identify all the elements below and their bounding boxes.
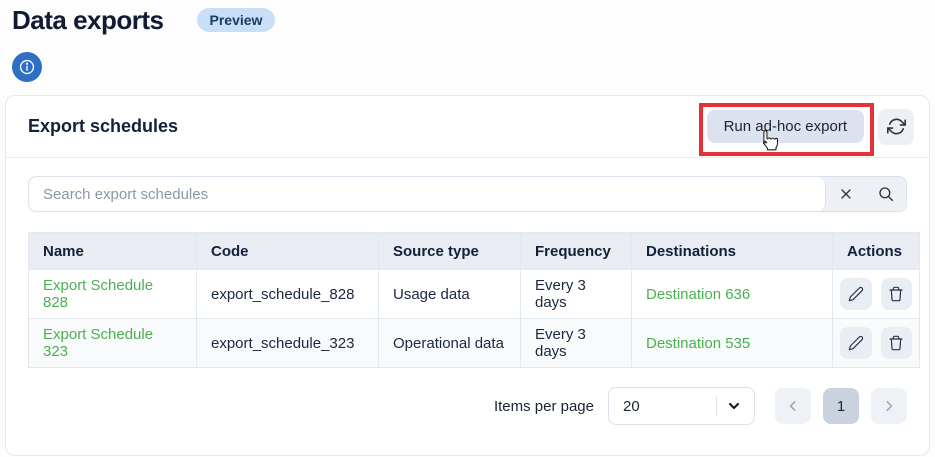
delete-button[interactable]: [880, 327, 912, 359]
refresh-button[interactable]: [878, 108, 914, 145]
table-header-row: Name Code Source type Frequency Destinat…: [28, 232, 920, 270]
pagination: Items per page 20 1: [28, 387, 907, 425]
schedule-frequency: Every 3 days: [520, 269, 632, 319]
card-header: Export schedules Run ad-hoc export: [6, 96, 929, 158]
search-input[interactable]: [29, 177, 826, 211]
schedule-frequency: Every 3 days: [520, 318, 632, 368]
page-1-button[interactable]: 1: [823, 388, 859, 424]
trash-icon: [888, 335, 904, 351]
search-icon: [877, 185, 895, 203]
search-bar: [28, 176, 907, 212]
schedule-source-type: Operational data: [378, 318, 521, 368]
schedule-code: export_schedule_323: [196, 318, 379, 368]
table-row: Export Schedule 828 export_schedule_828 …: [28, 269, 920, 319]
previous-page-button[interactable]: [775, 388, 811, 424]
export-schedules-card: Export schedules Run ad-hoc export: [5, 95, 930, 456]
schedule-code: export_schedule_828: [196, 269, 379, 319]
column-header-frequency: Frequency: [520, 232, 632, 270]
close-icon: [838, 186, 854, 202]
delete-button[interactable]: [880, 278, 912, 310]
items-per-page-value: 20: [623, 397, 640, 415]
header-actions: Run ad-hoc export: [698, 103, 914, 156]
export-schedules-table: Name Code Source type Frequency Destinat…: [28, 232, 920, 368]
title-row: Data exports Preview: [12, 4, 923, 36]
select-divider: [716, 396, 717, 416]
table-row: Export Schedule 323 export_schedule_323 …: [28, 318, 920, 368]
pencil-icon: [848, 335, 864, 351]
schedule-name-link[interactable]: Export Schedule 828: [43, 277, 154, 311]
trash-icon: [888, 286, 904, 302]
schedule-source-type: Usage data: [378, 269, 521, 319]
info-button[interactable]: [12, 52, 42, 82]
page-title: Data exports: [12, 5, 164, 35]
chevron-down-icon: [726, 398, 742, 414]
run-ad-hoc-export-wrap: Run ad-hoc export: [698, 103, 874, 156]
pencil-icon: [848, 286, 864, 302]
chevron-left-icon: [786, 399, 800, 413]
page-header: Data exports Preview: [0, 0, 935, 82]
schedule-name-link[interactable]: Export Schedule 323: [43, 326, 154, 360]
refresh-icon: [886, 117, 906, 136]
column-header-source-type: Source type: [378, 232, 521, 270]
edit-button[interactable]: [840, 327, 872, 359]
clear-search-button[interactable]: [826, 177, 866, 211]
items-per-page-select[interactable]: 20: [608, 387, 755, 425]
items-per-page-label: Items per page: [493, 397, 594, 415]
destination-link[interactable]: Destination 636: [646, 285, 751, 303]
destination-link[interactable]: Destination 535: [646, 334, 751, 352]
pager: 1: [775, 388, 907, 424]
column-header-code: Code: [196, 232, 379, 270]
column-header-name: Name: [28, 232, 197, 270]
edit-button[interactable]: [840, 278, 872, 310]
preview-badge: Preview: [196, 8, 276, 32]
chevron-right-icon: [882, 399, 896, 413]
info-icon: [18, 58, 36, 76]
search-button[interactable]: [866, 177, 906, 211]
run-ad-hoc-export-button[interactable]: Run ad-hoc export: [706, 110, 864, 143]
column-header-actions: Actions: [832, 232, 920, 270]
column-header-destinations: Destinations: [631, 232, 833, 270]
card-title: Export schedules: [28, 116, 179, 136]
next-page-button[interactable]: [871, 388, 907, 424]
